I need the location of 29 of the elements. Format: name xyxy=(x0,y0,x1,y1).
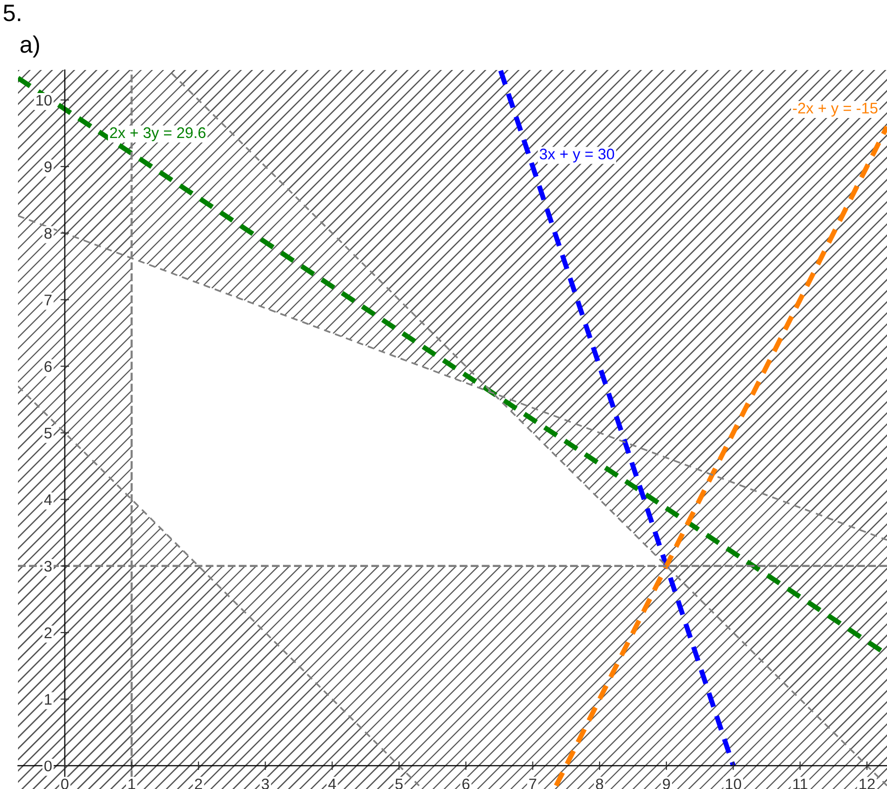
x-tick-label: 3 xyxy=(262,778,269,789)
x-tick-label: 12 xyxy=(860,778,875,789)
series-label: 3x + y = 30 xyxy=(540,148,614,162)
x-tick-label: 10 xyxy=(726,778,742,789)
y-tick-label: 10 xyxy=(36,94,52,106)
y-tick-label: 8 xyxy=(44,228,52,239)
y-tick-label: 0 xyxy=(44,760,52,772)
y-tick-label: 5 xyxy=(44,428,52,439)
x-tick-label: 8 xyxy=(596,778,604,789)
x-tick-label: 4 xyxy=(328,778,336,789)
x-tick-label: 1 xyxy=(128,778,136,789)
x-tick-label: 6 xyxy=(462,778,470,789)
y-tick-label: 2 xyxy=(44,627,52,638)
x-tick-label: 0 xyxy=(61,778,68,789)
y-tick-label: 4 xyxy=(44,494,52,505)
chart-title: 5. xyxy=(4,4,20,22)
series-label: 2x + 3y = 29.6 xyxy=(110,127,206,142)
x-tick-label: 7 xyxy=(529,778,536,789)
y-tick-label: 7 xyxy=(44,294,52,306)
chart-subtitle: a) xyxy=(20,36,40,58)
y-tick-label: 9 xyxy=(44,161,52,172)
x-tick-label: 11 xyxy=(793,778,808,789)
x-tick-label: 9 xyxy=(662,778,670,789)
y-tick-label: 3 xyxy=(44,560,52,572)
x-tick-label: 5 xyxy=(395,778,403,789)
x-tick-label: 2 xyxy=(195,778,202,789)
series-label: -2x + y = -15 xyxy=(793,102,878,117)
y-tick-label: 6 xyxy=(44,361,52,372)
y-tick-label: 1 xyxy=(44,694,52,705)
